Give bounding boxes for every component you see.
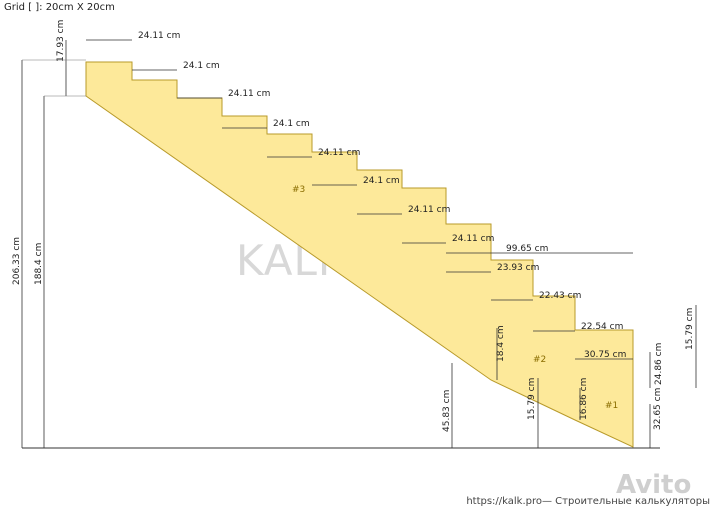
seg1-low-label: 15.79 cm	[527, 378, 537, 420]
tread-dim-10: 22.43 cm	[491, 291, 581, 301]
section-label-3: #3	[292, 185, 305, 195]
tread-label-6: 24.1 cm	[363, 176, 400, 186]
top-riser-label: 17.93 cm	[56, 20, 66, 62]
lower-dimensions: 45.83 cm 18.4 cm 15.79 cm 16.86 cm 24.86…	[442, 305, 697, 448]
tread-label-3: 24.11 cm	[228, 89, 270, 99]
right-riser-label: 15.79 cm	[685, 308, 695, 350]
tread-label-11: 22.54 cm	[581, 322, 623, 332]
tread-dimensions: 24.11 cm 24.1 cm 24.11 cm 24.1 cm 24.11 …	[86, 31, 633, 360]
tread-label-9: 23.93 cm	[497, 263, 539, 273]
tread-label-12: 30.75 cm	[584, 350, 626, 360]
tread-dim-12: 30.75 cm	[575, 350, 633, 360]
tread-dim-8: 24.11 cm	[402, 234, 494, 244]
landing-width-dim: 99.65 cm	[446, 244, 633, 254]
tread-dim-11: 22.54 cm	[533, 322, 623, 332]
seg1-riser-label: 24.86 cm	[654, 343, 664, 385]
left-dimensions: 206.33 cm 188.4 cm 17.93 cm	[12, 20, 86, 448]
tread-dim-3: 24.11 cm	[177, 89, 270, 99]
section-label-1: #1	[605, 401, 618, 411]
tread-dim-6: 24.1 cm	[312, 176, 400, 186]
tread-dim-2: 24.1 cm	[132, 61, 220, 71]
tread-label-2: 24.1 cm	[183, 61, 220, 71]
tread-label-7: 24.11 cm	[408, 205, 450, 215]
tread-dim-4: 24.1 cm	[222, 119, 310, 129]
seg2-height-label: 18.4 cm	[496, 325, 506, 362]
tread-dim-7: 24.11 cm	[357, 205, 450, 215]
tread-label-10: 22.43 cm	[539, 291, 581, 301]
stair-stringer	[85, 61, 634, 448]
avito-watermark: Avito	[616, 470, 692, 500]
landing-width-label: 99.65 cm	[506, 244, 548, 254]
overall-height-label: 206.33 cm	[12, 237, 22, 285]
tread-label-4: 24.1 cm	[273, 119, 310, 129]
seg1-base-label: 32.65 cm	[653, 388, 663, 430]
tread-label-1: 24.11 cm	[138, 31, 180, 41]
tread-dim-1: 24.11 cm	[86, 31, 180, 41]
tread-label-5: 24.11 cm	[318, 148, 360, 158]
tread-dim-9: 23.93 cm	[446, 263, 539, 273]
flight-height-label: 188.4 cm	[34, 243, 44, 285]
footer-url[interactable]: https://kalk.pro— Строительные калькулят…	[464, 496, 712, 507]
grid-label: Grid [ ]: 20cm X 20cm	[4, 2, 115, 13]
tread-label-8: 24.11 cm	[452, 234, 494, 244]
tread-dim-5: 24.11 cm	[267, 148, 360, 158]
section-label-2: #2	[533, 355, 546, 365]
seg1-tread-h-label: 16.86 cm	[579, 378, 589, 420]
seg2-base-label: 45.83 cm	[442, 390, 452, 432]
